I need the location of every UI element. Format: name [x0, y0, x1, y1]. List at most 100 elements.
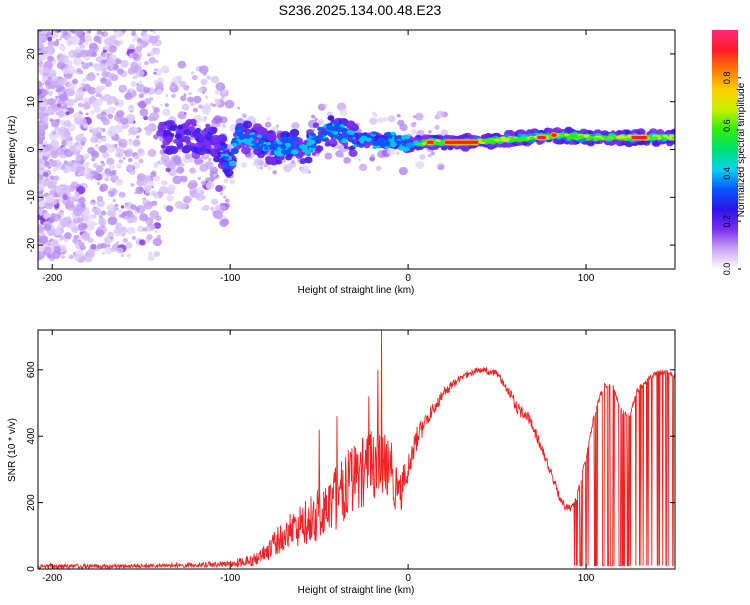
- heatmap-cell: [253, 148, 262, 156]
- colorbar-tick-label: 0.6: [722, 119, 732, 132]
- heatmap-cell: [113, 124, 124, 133]
- heatmap-cell: [106, 57, 115, 65]
- heatmap-cell: [96, 30, 103, 35]
- heatmap-cell: [164, 120, 173, 127]
- heatmap-cell: [176, 166, 185, 174]
- heatmap-cell: [324, 141, 331, 147]
- heatmap-cell: [167, 184, 176, 192]
- heatmap-cell: [324, 152, 333, 160]
- heatmap-cell: [63, 119, 72, 128]
- heatmap-cell: [241, 113, 247, 119]
- heatmap-cell: [415, 112, 424, 121]
- heatmap-cell: [106, 173, 110, 177]
- heatmap-cell: [130, 183, 135, 187]
- heatmap-cell: [42, 155, 48, 161]
- heatmap-cell: [99, 114, 102, 117]
- heatmap-cell: [224, 168, 234, 177]
- heatmap-cell: [153, 71, 157, 75]
- heatmap-cell: [170, 81, 176, 88]
- heatmap-cell: [108, 192, 112, 196]
- heatmap-cell: [558, 132, 565, 136]
- heatmap-cell: [139, 108, 149, 117]
- heatmap-cell: [188, 91, 192, 96]
- heatmap-cell: [404, 138, 411, 143]
- heatmap-cell: [44, 246, 53, 254]
- heatmap-cell: [602, 135, 609, 139]
- heatmap-cell: [55, 146, 66, 155]
- heatmap-cell: [38, 30, 42, 33]
- heatmap-cell: [59, 54, 69, 63]
- heatmap-cell: [563, 133, 570, 137]
- heatmap-cell: [72, 57, 83, 66]
- heatmap-cell: [36, 24, 40, 28]
- heatmap-cell: [64, 232, 72, 240]
- snr-line: [38, 330, 675, 569]
- heatmap-cell: [120, 205, 125, 209]
- heatmap-cell: [191, 74, 198, 81]
- heatmap-cell: [124, 149, 133, 158]
- heatmap-cell: [383, 141, 391, 147]
- x-tick-label: 0: [405, 273, 411, 284]
- heatmap-cell: [99, 128, 103, 131]
- heatmap-cell: [85, 161, 90, 166]
- heatmap-cell: [321, 138, 327, 142]
- heatmap-peak: [551, 133, 557, 137]
- snr-ticks: -200 -100 0 100 0 200 400 600: [26, 330, 675, 584]
- heatmap-cell: [200, 78, 208, 86]
- heatmap-cell: [163, 181, 168, 185]
- heatmap-cell: [137, 61, 142, 66]
- heatmap-cell: [101, 111, 107, 116]
- heatmap-cell: [398, 166, 408, 176]
- heatmap-peak: [444, 140, 479, 144]
- heatmap-cell: [187, 96, 194, 103]
- heatmap-cell: [82, 19, 86, 22]
- heatmap-cell: [100, 160, 104, 164]
- heatmap-cell: [92, 133, 96, 137]
- heatmap-cell: [88, 220, 96, 227]
- heatmap-cell: [164, 103, 170, 108]
- heatmap-cell: [130, 213, 135, 218]
- heatmap-cell: [133, 34, 139, 40]
- heatmap-cell: [89, 126, 94, 131]
- heatmap-cell: [299, 158, 307, 165]
- heatmap-cell: [390, 131, 396, 136]
- heatmap-cell: [166, 195, 174, 202]
- heatmap-cell: [128, 168, 136, 176]
- heatmap-cell: [179, 203, 187, 210]
- snr-frame: [37, 329, 676, 570]
- heatmap-cell: [38, 152, 43, 158]
- heatmap-cell: [47, 40, 55, 47]
- heatmap-cell: [114, 30, 123, 38]
- x-tick-label: -200: [42, 273, 62, 284]
- spectrogram-y-label: Frequency (Hz): [7, 116, 18, 185]
- heatmap-cell: [79, 50, 88, 58]
- heatmap-cell: [129, 16, 139, 25]
- heatmap-cell: [128, 140, 134, 146]
- heatmap-cell: [241, 146, 251, 155]
- heatmap-cell: [528, 137, 535, 140]
- heatmap-cell: [62, 194, 68, 201]
- heatmap-cell: [54, 99, 58, 102]
- heatmap-cell: [231, 142, 238, 147]
- heatmap-cell: [291, 121, 300, 130]
- heatmap-cell: [51, 32, 59, 39]
- heatmap-cell: [205, 181, 215, 190]
- heatmap-cell: [404, 135, 411, 140]
- heatmap-cell: [197, 134, 205, 140]
- heatmap-cell: [515, 138, 522, 141]
- heatmap-cell: [358, 163, 368, 172]
- heatmap-cell: [52, 30, 58, 33]
- heatmap-cell: [38, 126, 45, 134]
- heatmap-cell: [312, 128, 316, 132]
- heatmap-cell: [58, 199, 63, 203]
- heatmap-cell: [192, 107, 199, 113]
- heatmap-cell: [209, 102, 214, 107]
- heatmap-cell: [312, 122, 320, 128]
- heatmap-cell: [152, 237, 163, 247]
- heatmap-cell: [115, 58, 122, 65]
- heatmap-cell: [256, 126, 266, 135]
- heatmap-cell: [91, 95, 95, 98]
- heatmap-cell: [120, 117, 129, 125]
- heatmap-cell: [669, 134, 675, 138]
- heatmap-cell: [339, 153, 345, 158]
